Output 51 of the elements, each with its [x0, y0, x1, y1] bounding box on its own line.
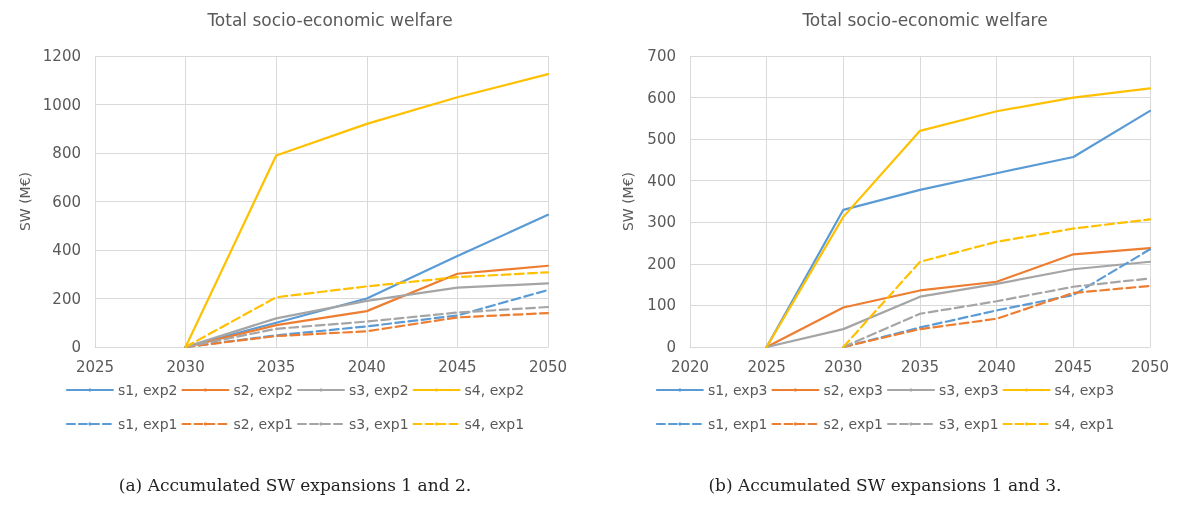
y-tick-label: 200 — [52, 289, 81, 308]
x-tick-label: 2045 — [1054, 357, 1093, 376]
legend-label: s2, exp1 — [823, 416, 884, 432]
x-tick-label: 2035 — [257, 357, 296, 376]
y-tick-label: 600 — [647, 88, 676, 107]
legend-label: s1, exp2 — [117, 382, 178, 398]
legend-label: s1, exp1 — [707, 416, 768, 432]
y-tick-label: 400 — [647, 171, 676, 190]
legend-label: s2, exp2 — [233, 382, 294, 398]
y-tick-label: 500 — [647, 130, 676, 149]
y-tick-label: 0 — [71, 338, 81, 356]
x-tick-label: 2020 — [670, 357, 710, 376]
legend-label: s2, exp3 — [823, 382, 884, 398]
x-tick-label: 2030 — [166, 357, 205, 376]
y-tick-label: 800 — [52, 144, 81, 162]
legend-label: s4, exp1 — [464, 416, 525, 432]
y-tick-label: 0 — [666, 338, 676, 356]
x-tick-label: 2045 — [438, 357, 477, 376]
chart-title: Total socio-economic welfare — [801, 9, 1048, 30]
x-tick-label: 2025 — [75, 357, 115, 376]
text: (a) Accumulated SW expansions 1 and 2. — [117, 475, 473, 495]
y-tick-label: 200 — [647, 254, 676, 273]
y-axis-title: SW (M€) — [16, 171, 33, 232]
y-tick-label: 300 — [647, 213, 676, 232]
x-tick-label: 2040 — [977, 357, 1016, 376]
x-tick-label: 2035 — [900, 357, 940, 376]
x-tick-label: 2050 — [1130, 357, 1170, 376]
legend-label: s1, exp3 — [707, 382, 768, 398]
line-series — [842, 218, 1152, 349]
x-tick-label: 2040 — [347, 357, 386, 376]
x-tick-label: 2025 — [747, 357, 786, 376]
legend-label: s3, exp1 — [939, 416, 999, 432]
y-axis-title: SW (M€) — [620, 171, 636, 232]
y-tick-label: 400 — [52, 241, 81, 259]
legend-label: s4, exp2 — [464, 382, 525, 398]
y-tick-label: 1000 — [42, 95, 81, 114]
legend-label: s3, exp2 — [349, 382, 409, 398]
text: (b) Accumulated SW expansions 1 and 3. — [707, 475, 1063, 495]
legend-label: s3, exp3 — [939, 382, 999, 398]
y-tick-label: 700 — [647, 47, 676, 65]
legend-label: s3, exp1 — [349, 416, 409, 432]
y-tick-label: 1200 — [42, 47, 81, 65]
x-tick-label: 2050 — [528, 357, 568, 376]
legend-label: s4, exp3 — [1054, 382, 1115, 398]
x-tick-label: 2030 — [824, 357, 863, 376]
chart-title: Total socio-economic welfare — [206, 9, 453, 30]
legend-label: s1, exp1 — [117, 416, 178, 432]
legend-label: s4, exp1 — [1054, 416, 1115, 432]
legend-label: s2, exp1 — [233, 416, 294, 432]
y-tick-label: 100 — [647, 296, 676, 315]
y-tick-label: 600 — [52, 192, 81, 211]
